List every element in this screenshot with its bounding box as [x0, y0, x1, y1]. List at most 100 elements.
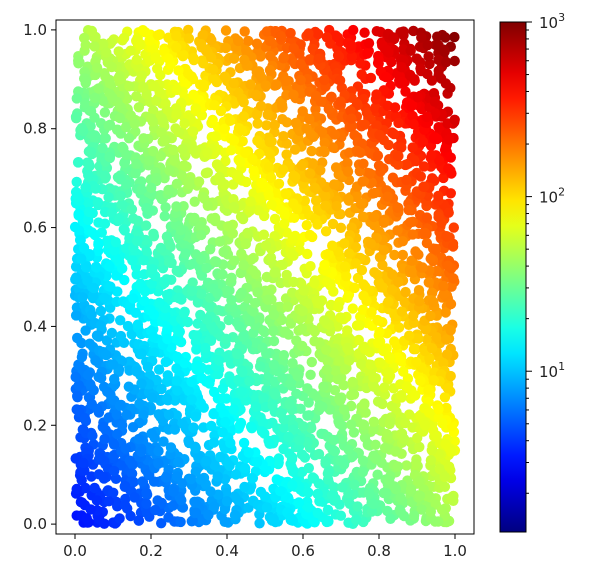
scatter-point	[295, 74, 306, 86]
scatter-point	[73, 210, 84, 221]
scatter-point	[283, 431, 294, 443]
scatter-point	[346, 113, 357, 124]
colorbar-tick-label: 101	[539, 360, 565, 381]
scatter-point	[356, 264, 368, 276]
scatter-point	[333, 301, 344, 313]
scatter-point	[373, 337, 384, 349]
scatter-point	[188, 52, 199, 64]
scatter-point	[322, 468, 334, 479]
scatter-point	[159, 173, 170, 184]
scatter-point	[248, 306, 259, 317]
scatter-point	[448, 222, 459, 233]
scatter-point	[297, 305, 308, 317]
scatter-point	[445, 188, 456, 199]
scatter-point	[234, 321, 245, 332]
scatter-point	[368, 372, 379, 383]
scatter-point	[211, 159, 223, 170]
scatter-point	[440, 32, 451, 43]
scatter-point	[363, 38, 375, 49]
scatter-point	[279, 422, 290, 433]
scatter-point	[335, 96, 346, 107]
scatter-point	[153, 409, 164, 420]
scatter-point	[348, 427, 360, 438]
scatter-point	[402, 373, 414, 384]
scatter-point	[408, 267, 419, 278]
scatter-point	[263, 161, 275, 173]
scatter-point	[84, 160, 95, 172]
scatter-point	[69, 221, 81, 233]
scatter-point	[153, 458, 164, 469]
scatter-point	[306, 145, 317, 157]
scatter-point	[265, 172, 277, 183]
scatter-point	[445, 165, 456, 176]
scatter-point	[276, 99, 288, 111]
scatter-point	[401, 381, 413, 392]
scatter-point	[76, 123, 88, 134]
scatter-point	[190, 411, 201, 422]
scatter-point	[357, 455, 369, 466]
scatter-point	[125, 110, 136, 121]
scatter-point	[117, 141, 128, 153]
scatter-point	[209, 256, 221, 267]
scatter-point	[207, 73, 219, 84]
scatter-point	[144, 155, 155, 166]
scatter-point	[343, 248, 355, 259]
scatter-point	[405, 45, 416, 56]
scatter-point	[410, 459, 421, 470]
scatter-point	[269, 267, 280, 278]
scatter-point	[228, 135, 240, 146]
scatter-point	[131, 366, 142, 377]
scatter-point	[269, 213, 281, 225]
scatter-point	[330, 365, 341, 376]
scatter-point	[160, 472, 172, 483]
scatter-point	[338, 404, 350, 415]
scatter-point	[271, 79, 282, 91]
scatter-point	[114, 400, 126, 411]
scatter-point	[217, 383, 228, 394]
scatter-point	[153, 364, 165, 375]
scatter-point	[70, 310, 82, 321]
scatter-point	[305, 369, 316, 380]
scatter-point	[378, 217, 390, 228]
scatter-point	[243, 35, 254, 47]
scatter-point	[101, 47, 112, 58]
scatter-point	[124, 81, 135, 92]
scatter-point	[298, 285, 309, 296]
scatter-point	[393, 322, 405, 333]
scatter-point	[88, 385, 99, 396]
scatter-point	[229, 98, 240, 109]
scatter-point	[226, 294, 237, 306]
scatter-point	[257, 417, 268, 428]
scatter-point	[371, 120, 382, 131]
scatter-point	[343, 444, 354, 455]
scatter-point	[198, 58, 209, 69]
scatter-point	[401, 460, 412, 471]
scatter-point	[262, 109, 273, 121]
scatter-point	[364, 168, 376, 179]
scatter-point	[149, 347, 160, 358]
scatter-point	[401, 159, 412, 170]
scatter-point	[405, 217, 416, 228]
scatter-point	[88, 290, 99, 302]
scatter-point	[341, 271, 352, 282]
scatter-point	[148, 331, 159, 343]
scatter-point	[234, 420, 245, 431]
scatter-point	[424, 407, 435, 418]
scatter-point	[355, 147, 366, 158]
scatter-point	[136, 446, 147, 457]
scatter-point	[224, 115, 236, 127]
scatter-point	[278, 350, 290, 361]
scatter-point	[83, 198, 95, 209]
scatter-point	[328, 286, 339, 297]
scatter-point	[197, 191, 208, 202]
scatter-point	[142, 361, 154, 373]
scatter-point	[220, 487, 232, 499]
scatter-point	[73, 157, 84, 168]
scatter-point	[178, 308, 190, 319]
scatter-point	[109, 373, 120, 385]
scatter-point	[122, 320, 134, 332]
scatter-point	[220, 416, 231, 428]
scatter-point	[287, 452, 298, 463]
scatter-point	[151, 95, 162, 107]
scatter-point	[278, 131, 289, 142]
